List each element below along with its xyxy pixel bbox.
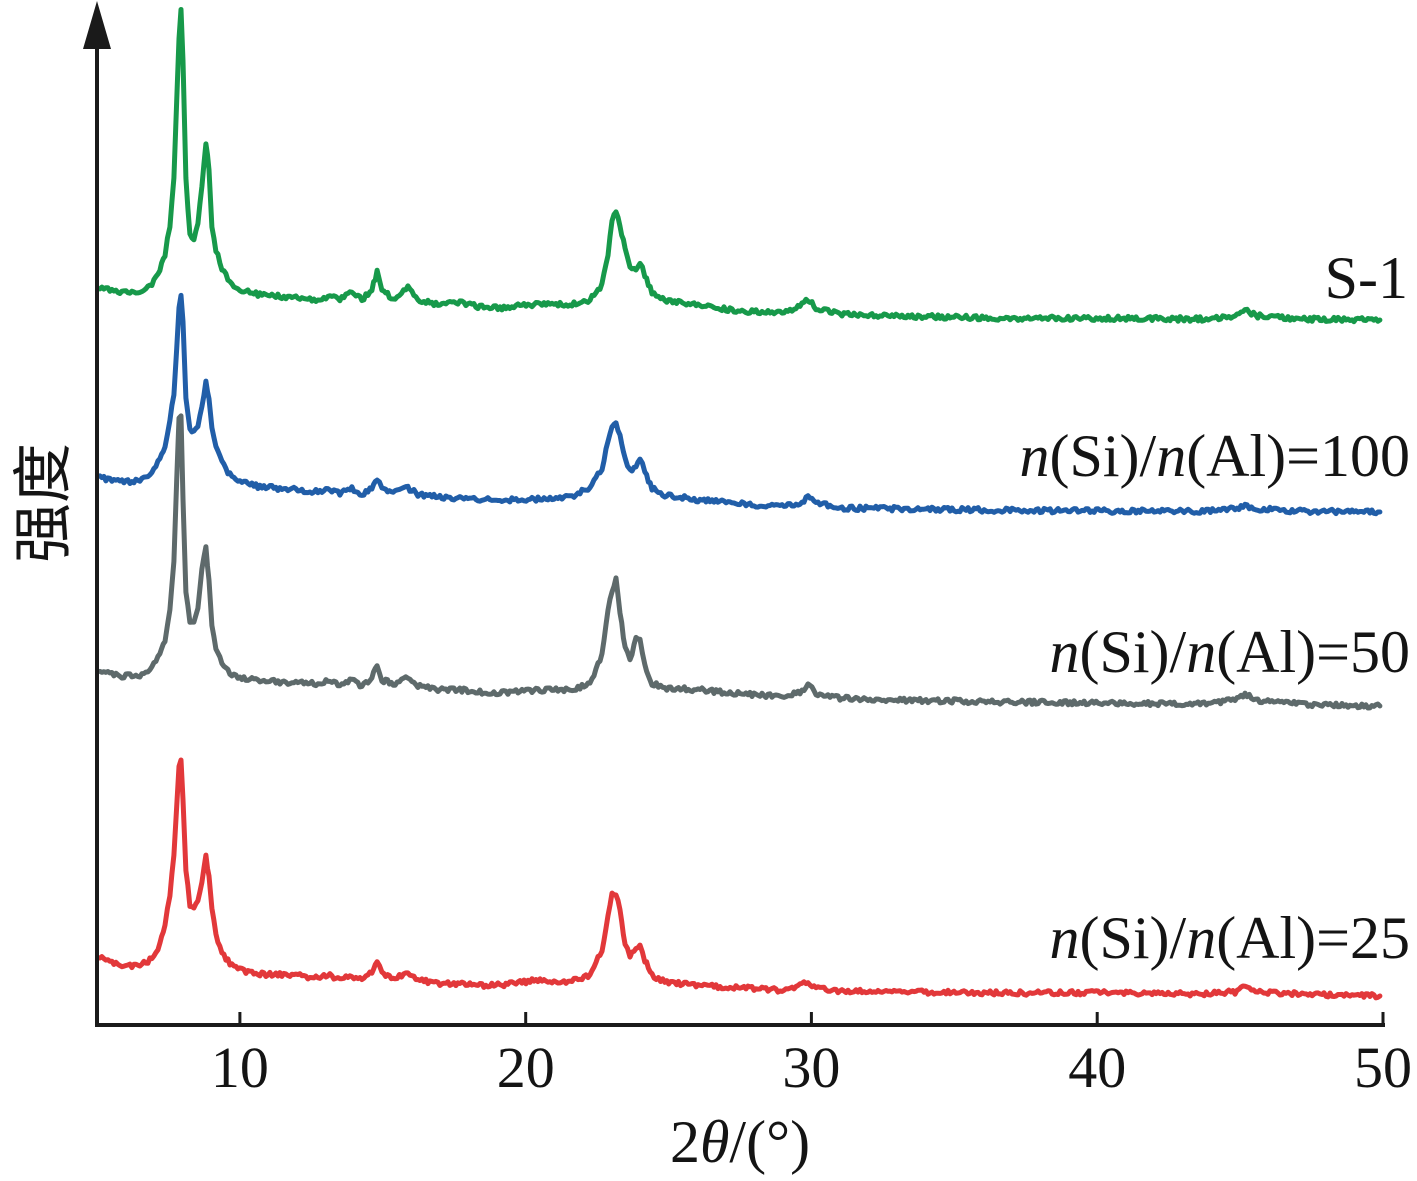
series-line-n-si-n-al-25: [97, 757, 1383, 1001]
series-layer: [97, 7, 1383, 1001]
series-label-si-al-25: n(Si)/n(Al)=25: [1050, 905, 1410, 971]
x-tick-label-50: 50: [1354, 1035, 1412, 1100]
italic-variable: n: [1156, 423, 1186, 489]
x-ticks: [238, 1012, 1385, 1025]
italic-variable: θ: [700, 1109, 729, 1175]
x-axis-title: 2θ/(°): [670, 1109, 810, 1175]
italic-variable: n: [1050, 905, 1080, 971]
series-line-s-1: [97, 7, 1383, 325]
series-line-n-si-n-al-100: [97, 292, 1383, 517]
y-axis-title: 强度: [9, 443, 79, 563]
series-line-n-si-n-al-50: [97, 413, 1383, 711]
x-tick-label-40: 40: [1068, 1035, 1126, 1100]
italic-variable: n: [1020, 423, 1050, 489]
y-axis-arrow: [83, 1, 111, 49]
x-tick-label-10: 10: [211, 1035, 269, 1100]
y-axis: [83, 1, 111, 1027]
series-label-s-1: S-1: [1325, 245, 1408, 311]
x-tick-label-30: 30: [782, 1035, 840, 1100]
series-label-si-al-50: n(Si)/n(Al)=50: [1050, 619, 1410, 685]
italic-variable: n: [1186, 905, 1216, 971]
x-tick-label-20: 20: [497, 1035, 555, 1100]
x-axis: 10 20 30 40 50: [95, 1012, 1412, 1100]
italic-variable: n: [1050, 619, 1080, 685]
italic-variable: n: [1186, 619, 1216, 685]
series-label-si-al-100: n(Si)/n(Al)=100: [1020, 423, 1410, 489]
